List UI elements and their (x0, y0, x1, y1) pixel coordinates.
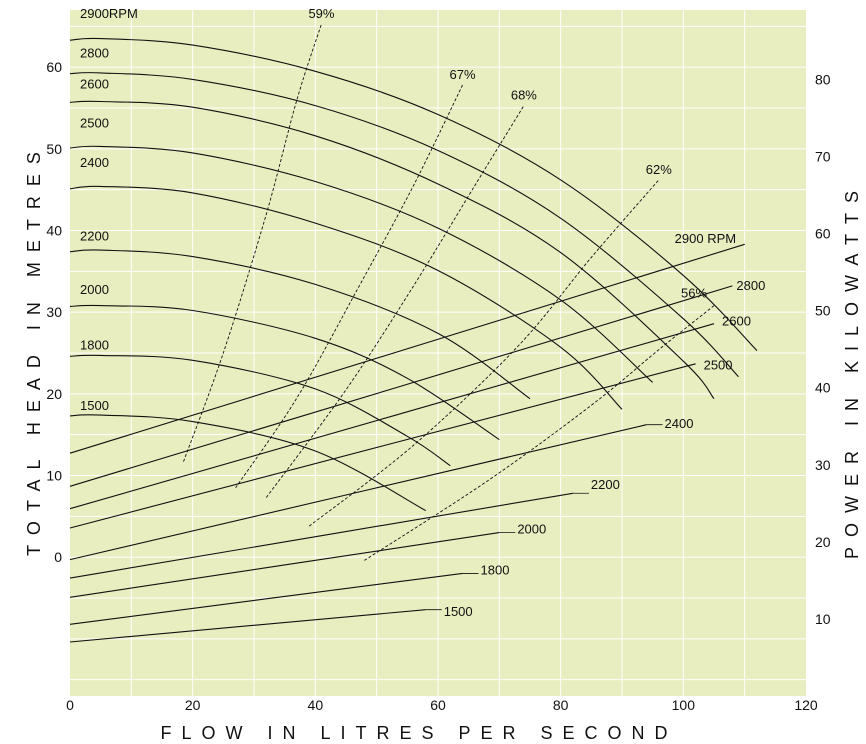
efficiency-curve-67 (235, 84, 463, 489)
efficiency-curve-label: 62% (646, 162, 672, 177)
efficiency-curve-59 (183, 23, 322, 462)
left-tick-label: 10 (46, 468, 62, 484)
head-curve-2200 (69, 249, 531, 400)
left-tick-label: 50 (46, 141, 62, 157)
power-line-label: 2500 (704, 358, 733, 373)
right-axis-title: POWER IN KILOWATTS (842, 181, 862, 559)
head-curve-2400 (69, 185, 623, 410)
right-tick-label: 40 (815, 380, 831, 396)
x-tick-label: 40 (308, 697, 324, 713)
head-curve-2800 (69, 72, 739, 378)
right-axis-ticks: 10 20 30 40 50 60 70 80 (815, 71, 831, 627)
right-tick-label: 80 (815, 71, 831, 87)
power-line-label: 2000 (517, 522, 546, 537)
power-line-label: 1800 (481, 563, 510, 578)
power-curves: 2900 RPM 2800 2600 2500 2400 2200 2000 1800 1500 (69, 231, 765, 643)
right-tick-label: 70 (815, 148, 831, 164)
right-tick-label: 60 (815, 226, 831, 242)
left-tick-label: 60 (46, 59, 62, 75)
x-axis-ticks: 0 20 40 60 80 100 120 (66, 697, 818, 713)
right-tick-label: 30 (815, 457, 831, 473)
efficiency-curve-62 (308, 179, 660, 527)
head-curve-1500 (69, 414, 426, 512)
right-tick-label: 50 (815, 303, 831, 319)
efficiency-curve-56 (364, 305, 715, 561)
efficiency-curve-label: 59% (308, 6, 334, 21)
x-tick-label: 120 (794, 697, 818, 713)
power-line-label: 2800 (736, 278, 765, 293)
power-line-2800 (69, 285, 733, 487)
efficiency-curve-label: 68% (511, 88, 537, 103)
power-line-2600 (69, 323, 715, 510)
left-axis-title: TOTAL HEAD IN METRES (24, 142, 44, 556)
head-curve-label: 2900RPM (80, 6, 138, 21)
power-line-2000 (69, 532, 500, 598)
x-tick-label: 80 (553, 697, 569, 713)
power-line-label: 2900 RPM (675, 231, 736, 246)
head-curve-label: 2800 (80, 45, 109, 60)
grid (70, 10, 806, 696)
power-line-1800 (69, 572, 463, 625)
x-tick-label: 0 (66, 697, 74, 713)
power-line-label: 1500 (444, 604, 473, 619)
head-curve-2500 (69, 145, 654, 383)
head-curve-label: 2200 (80, 228, 109, 243)
right-tick-label: 20 (815, 534, 831, 550)
head-curve-2000 (69, 304, 500, 441)
efficiency-curve-label: 56% (681, 286, 707, 301)
left-axis-ticks: 0 10 20 30 40 50 60 (46, 59, 62, 565)
efficiency-curve-label: 67% (450, 67, 476, 82)
right-tick-label: 10 (815, 611, 831, 627)
power-line-label: 2200 (591, 477, 620, 492)
head-curve-1800 (69, 354, 451, 467)
power-line-2200 (69, 492, 573, 579)
x-tick-label: 20 (185, 697, 201, 713)
head-curve-label: 2000 (80, 282, 109, 297)
x-axis-title: FLOW IN LITRES PER SECOND (160, 723, 677, 743)
head-curves: 2900RPM 2800 2600 2500 2400 2200 2000 1800 1500 (69, 6, 758, 512)
x-tick-label: 100 (672, 697, 696, 713)
head-curve-label: 2600 (80, 76, 109, 91)
power-line-1500 (69, 609, 426, 643)
efficiency-curve-68 (265, 105, 525, 498)
left-tick-label: 20 (46, 386, 62, 402)
head-curve-label: 2500 (80, 116, 109, 131)
power-line-2900-rpm (69, 243, 745, 454)
efficiency-curves: 59% 67% 68% 62% 56% (183, 6, 715, 561)
power-line-label: 2400 (665, 416, 694, 431)
head-curve-label: 1800 (80, 338, 109, 353)
head-curve-label: 2400 (80, 155, 109, 170)
left-tick-label: 40 (46, 223, 62, 239)
x-tick-label: 60 (430, 697, 446, 713)
power-line-label: 2600 (722, 314, 751, 329)
head-curve-2600 (69, 100, 715, 400)
power-line-2500 (69, 363, 696, 529)
left-tick-label: 30 (46, 304, 62, 320)
head-curve-label: 1500 (80, 398, 109, 413)
power-line-2400 (69, 424, 647, 561)
left-tick-label: 0 (54, 549, 62, 565)
